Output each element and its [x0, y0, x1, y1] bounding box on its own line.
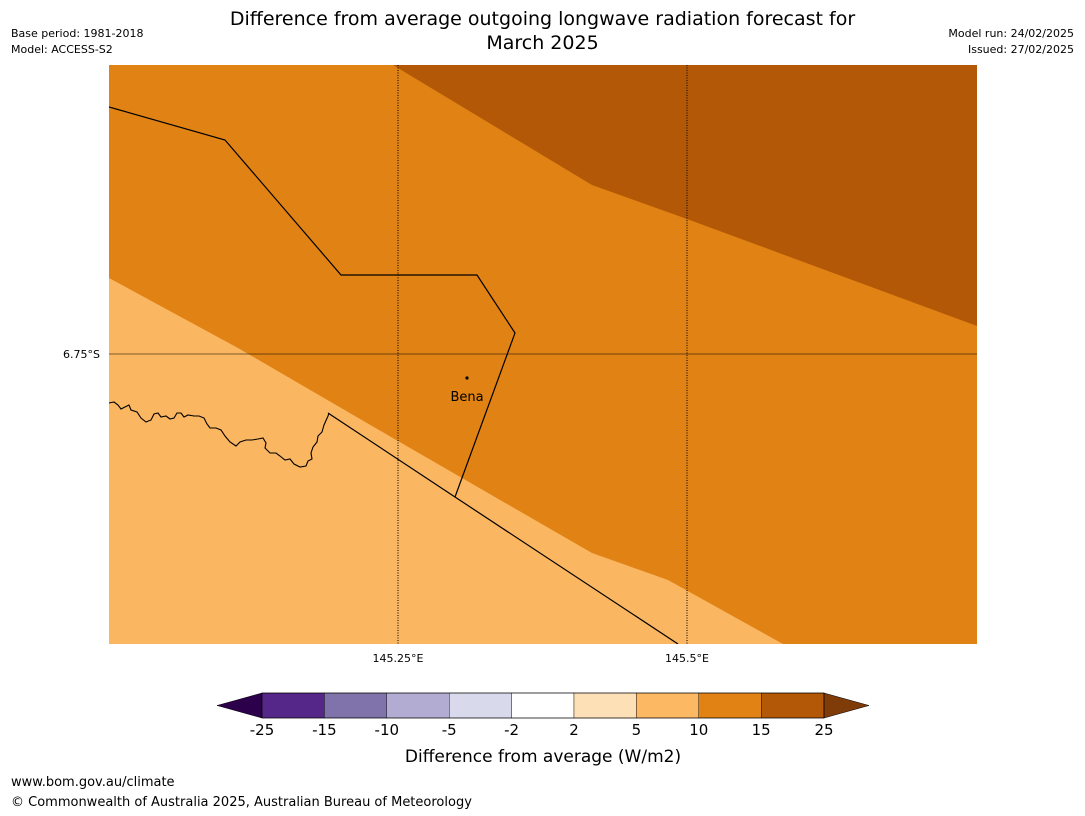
colorbar-tick: 5: [632, 721, 642, 739]
town-marker: [465, 376, 469, 380]
colorbar-segment: [324, 692, 387, 719]
colorbar-tick: 2: [569, 721, 579, 739]
place-label-bena: Bena: [450, 390, 483, 405]
title-line-1: Difference from average outgoing longwav…: [229, 8, 856, 30]
colorbar: -25 -15 -10 -5 -2 2 5 10 15 25 Differenc…: [216, 692, 870, 767]
colorbar-tick: 15: [752, 721, 771, 739]
lat-label: 6.75°S: [63, 348, 100, 361]
colorbar-segment: [761, 692, 825, 719]
lon-label-2: 145.5°E: [665, 652, 709, 665]
colorbar-segment: [261, 692, 325, 719]
colorbar-arrow-low: [216, 692, 263, 719]
colorbar-title: Difference from average (W/m2): [405, 747, 681, 767]
coastline: [109, 401, 330, 468]
colorbar-tick: -15: [312, 721, 337, 739]
colorbar-segment: [511, 692, 575, 719]
colorbar-segment: [698, 692, 762, 719]
colorbar-tick: 25: [814, 721, 833, 739]
province-boundary: [109, 106, 516, 498]
meta-left: Base period: 1981-2018 Model: ACCESS-S2: [11, 26, 143, 58]
anomaly-band-15-25: [393, 65, 977, 326]
colorbar-outline: [261, 692, 825, 719]
colorbar-tick: -2: [504, 721, 519, 739]
colorbar-segment: [386, 692, 450, 719]
base-period: Base period: 1981-2018: [11, 27, 144, 40]
lon-label-1: 145.25°E: [373, 652, 424, 665]
colorbar-tick: -10: [375, 721, 400, 739]
footer-url[interactable]: www.bom.gov.au/climate: [11, 775, 175, 790]
colorbar-segment: [449, 692, 512, 719]
model-run: Model run: 24/02/2025: [948, 27, 1074, 40]
colorbar-tick: 10: [689, 721, 708, 739]
colorbar-tick: -5: [442, 721, 457, 739]
issued-date: Issued: 27/02/2025: [967, 43, 1074, 56]
title-line-2: March 2025: [486, 32, 599, 54]
model-name: Model: ACCESS-S2: [11, 43, 113, 56]
footer-copyright: © Commonwealth of Australia 2025, Austra…: [11, 795, 472, 810]
meta-right: Model run: 24/02/2025 Issued: 27/02/2025: [948, 26, 1074, 58]
map-area: [109, 65, 977, 644]
colorbar-arrow-high: [823, 692, 870, 719]
colorbar-segment: [573, 692, 637, 719]
anomaly-band-5-10: [109, 278, 783, 644]
colorbar-segment: [636, 692, 700, 719]
colorbar-tick: -25: [250, 721, 275, 739]
province-boundary-south: [327, 412, 679, 644]
chart-title: Difference from average outgoing longwav…: [150, 7, 935, 55]
